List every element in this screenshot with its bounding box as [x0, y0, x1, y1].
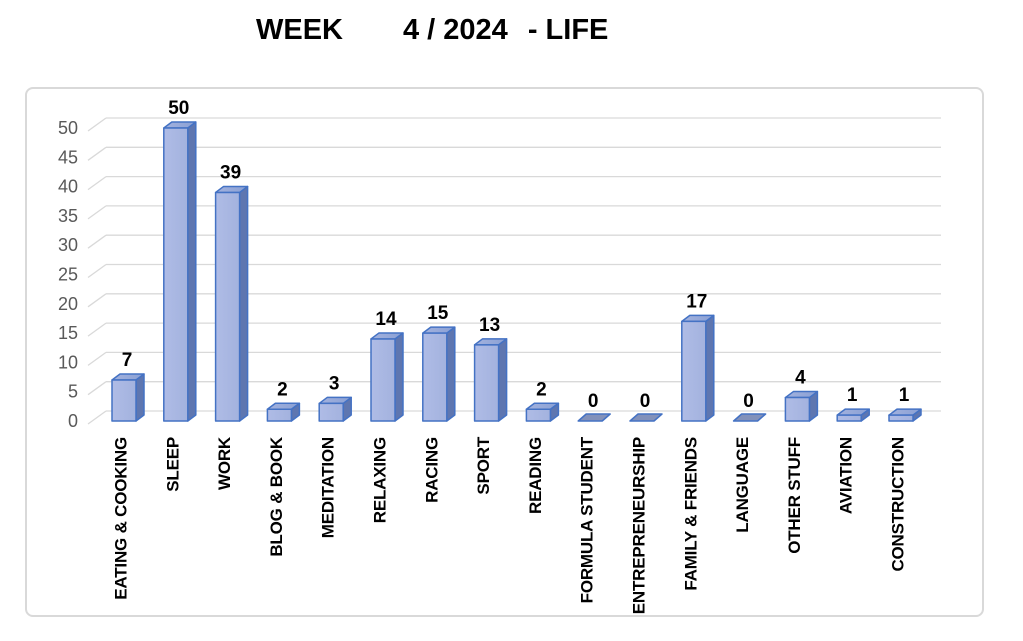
- value-label-eating-and-cooking: 7: [122, 350, 133, 371]
- value-label-sleep: 50: [168, 98, 189, 119]
- gridline-depth-segment: [87, 381, 107, 396]
- value-label-other-stuff: 4: [795, 368, 806, 389]
- bar-relaxing: [370, 338, 396, 422]
- gridline-depth-segment: [87, 176, 107, 191]
- y-tick-label-30: 30: [58, 235, 78, 255]
- bar-side-sleep: [187, 121, 197, 422]
- category-label-eating-and-cooking: EATING & COOKING: [112, 437, 131, 600]
- value-label-work: 39: [220, 162, 241, 183]
- bar-reading: [525, 408, 552, 422]
- title-suffix: - LIFE: [527, 14, 609, 46]
- y-tick-label-40: 40: [58, 177, 78, 197]
- bar-eating-and-cooking: [111, 379, 137, 422]
- value-label-sport: 13: [479, 315, 500, 336]
- value-label-aviation: 1: [847, 385, 858, 406]
- value-label-family-and-friends: 17: [686, 291, 707, 312]
- bar-side-eating-and-cooking: [135, 373, 145, 422]
- y-tick-label-0: 0: [68, 411, 78, 431]
- y-tick-label-20: 20: [58, 294, 78, 314]
- gridline-depth-segment: [87, 205, 107, 220]
- category-label-language: LANGUAGE: [733, 437, 752, 533]
- title-week-label: WEEK: [256, 14, 343, 46]
- y-tick-label-5: 5: [68, 382, 78, 402]
- bar-entrepreneurship: [629, 413, 663, 422]
- category-label-family-and-friends: FAMILY & FRIENDS: [681, 437, 700, 591]
- bar-aviation: [836, 414, 862, 422]
- title-week-number: 4 / 2024: [403, 14, 508, 46]
- bar-racing: [422, 332, 448, 422]
- bar-language: [732, 413, 767, 422]
- category-label-blog-and-book: BLOG & BOOK: [267, 436, 286, 557]
- gridline-depth-segment: [87, 117, 107, 132]
- category-label-work: WORK: [215, 436, 234, 490]
- category-label-relaxing: RELAXING: [371, 437, 390, 523]
- value-label-entrepreneurship: 0: [640, 391, 651, 412]
- bar-sport: [473, 344, 500, 422]
- bar-blog-and-book: [266, 408, 293, 422]
- value-label-racing: 15: [427, 303, 449, 324]
- gridline-depth-segment: [87, 351, 107, 366]
- value-label-blog-and-book: 2: [277, 379, 288, 400]
- y-tick-label-35: 35: [58, 206, 78, 226]
- value-label-relaxing: 14: [375, 309, 397, 330]
- y-tick-label-10: 10: [58, 352, 78, 372]
- category-label-other-stuff: OTHER STUFF: [785, 437, 804, 554]
- bar-side-sport: [497, 338, 508, 422]
- bar-side-racing: [446, 326, 456, 422]
- gridline-depth-segment: [87, 146, 107, 161]
- bar-side-work: [238, 185, 249, 422]
- category-label-sleep: SLEEP: [163, 437, 182, 492]
- gridline-depth-segment: [87, 410, 107, 425]
- y-tick-label-15: 15: [58, 323, 78, 343]
- category-label-aviation: AVIATION: [837, 437, 856, 514]
- category-label-construction: CONSTRUCTION: [889, 437, 908, 572]
- value-label-construction: 1: [899, 385, 910, 406]
- bar-family-and-friends: [681, 320, 707, 422]
- gridline-depth-segment: [87, 293, 107, 308]
- category-label-meditation: MEDITATION: [319, 437, 338, 538]
- gridline-depth-segment: [87, 234, 107, 249]
- category-label-racing: RACING: [422, 437, 441, 503]
- bar-construction: [888, 414, 914, 422]
- bar-other-stuff: [784, 396, 811, 422]
- value-label-formula-student: 0: [588, 391, 599, 412]
- y-tick-label-50: 50: [58, 118, 78, 138]
- bar-formula-student: [577, 413, 611, 422]
- category-label-formula-student: FORMULA STUDENT: [578, 436, 597, 603]
- value-label-reading: 2: [536, 379, 547, 400]
- bar-sleep: [163, 127, 189, 422]
- value-label-language: 0: [743, 391, 754, 412]
- category-label-sport: SPORT: [474, 436, 493, 494]
- gridline-depth-segment: [87, 322, 107, 337]
- y-tick-label-45: 45: [58, 147, 78, 167]
- bar-work: [214, 191, 241, 422]
- bar-side-family-and-friends: [705, 314, 715, 422]
- value-label-meditation: 3: [329, 373, 340, 394]
- chart-title: WEEK 4 / 2024 - LIFE: [256, 14, 608, 47]
- bar-side-relaxing: [394, 332, 404, 422]
- category-label-entrepreneurship: ENTREPRENEURSHIP: [630, 437, 649, 614]
- y-tick-label-25: 25: [58, 265, 78, 285]
- category-label-reading: READING: [526, 437, 545, 514]
- gridline-depth-segment: [87, 263, 107, 279]
- bar-meditation: [318, 402, 344, 422]
